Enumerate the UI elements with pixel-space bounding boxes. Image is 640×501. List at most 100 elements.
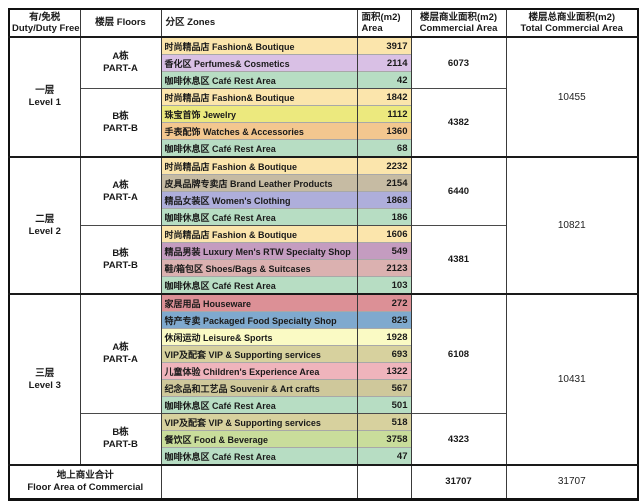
col-header-commercial-en: Commercial Area xyxy=(419,23,498,34)
area-cell: 3758 xyxy=(356,430,411,448)
area-cell: 1842 xyxy=(356,88,411,106)
area-cell: 1606 xyxy=(356,225,411,243)
area-cell: 2123 xyxy=(356,259,411,277)
footer-grand-total: 31707 xyxy=(505,464,638,500)
zone-name-en: Fashion & Boutique xyxy=(212,229,298,240)
col-header-zones-zh: 分区 Zones xyxy=(165,17,216,29)
area-cell: 567 xyxy=(356,379,411,397)
zone-name-en: Perfumes& Cosmetics xyxy=(194,58,290,69)
col-header-total: 楼层总商业面积(m2) Total Commercial Area xyxy=(505,9,638,38)
area-cell: 186 xyxy=(356,208,411,226)
table-row: B栋 PART-B VIP及配套 VIP & Supporting services… xyxy=(9,413,638,465)
floor-label-en: Level 3 xyxy=(28,379,61,391)
zone-name-zh: 咖啡休息区 xyxy=(164,280,210,291)
col-header-duty-zh: 有/免税 xyxy=(29,11,61,23)
zone-name-en: Women's Clothing xyxy=(212,195,291,206)
zone-cell: 珠宝首饰 Jewelry xyxy=(160,105,357,123)
total-commercial-area-cell: 10455 xyxy=(505,36,638,157)
zone-name-en: Café Rest Area xyxy=(212,280,276,291)
zone-cell: 咖啡休息区 Café Rest Area xyxy=(160,396,357,414)
zone-name-zh: 香化区 xyxy=(164,58,192,69)
area-cell: 1360 xyxy=(356,122,411,140)
floor-label-zh: 三层 xyxy=(35,367,55,379)
floor-label-en: Level 2 xyxy=(28,225,61,237)
zone-name-zh: 珠宝首饰 xyxy=(164,109,201,120)
commercial-area-cell: 6108 xyxy=(410,293,506,414)
table-body: 一层 Level 1 A栋 PART-A 时尚精品店 Fashion& Boutique… xyxy=(8,36,638,465)
table-row: 精品女装区 Women's Clothing 1868 xyxy=(9,191,638,209)
commercial-area-cell: 6073 xyxy=(410,36,506,89)
part-label-en: PART-A xyxy=(103,63,138,74)
part-label-en: PART-B xyxy=(103,259,138,271)
zone-name-en: Food & Beverage xyxy=(194,434,269,445)
area-cell: 501 xyxy=(356,396,411,414)
zone-cell: 时尚精品店 Fashion& Boutique xyxy=(160,88,357,106)
footer-label-en: Floor Area of Commercial xyxy=(27,482,144,493)
col-header-floors: 楼层 Floors xyxy=(79,9,161,38)
commercial-area-cell: 4382 xyxy=(410,88,506,157)
zone-cell: 精品女装区 Women's Clothing xyxy=(160,191,357,209)
part-cell: A栋 PART-A xyxy=(79,293,161,414)
total-commercial-area-cell: 10431 xyxy=(505,293,638,465)
zone-cell: 香化区 Perfumes& Cosmetics xyxy=(160,54,357,72)
col-header-floors-zh: 楼层 Floors xyxy=(95,17,146,29)
commercial-area-table: 有/免税 Duty/Duty Free 楼层 Floors 分区 Zones 面积(m2… xyxy=(8,8,639,501)
zone-name-en: Packaged Food Specialty Shop xyxy=(203,315,337,326)
zone-cell: 餐饮区 Food & Beverage xyxy=(160,430,357,448)
footer-row: 地上商业合计 Floor Area of Commercial 31707 31707 xyxy=(8,464,638,500)
footer-label-zh: 地上商业合计 xyxy=(56,470,114,482)
table-row: 二层 Level 2 A栋 PART-A 时尚精品店 Fashion & Boutiqu… xyxy=(8,156,638,294)
table-row: 咖啡休息区 Café Rest Area 47 xyxy=(9,447,638,465)
part-cell: B栋 PART-B xyxy=(79,225,161,294)
area-cell: 1322 xyxy=(356,362,411,380)
table-row: 精品男装 Luxury Men's RTW Specialty Shop 549 xyxy=(9,242,638,260)
zone-name-en: Houseware xyxy=(203,298,252,309)
table-footer: 地上商业合计 Floor Area of Commercial 31707 31707 xyxy=(8,464,638,500)
table-row: 咖啡休息区 Café Rest Area 42 xyxy=(9,71,638,89)
floor-cell: 二层 Level 2 xyxy=(8,156,80,294)
table-row: 一层 Level 1 A栋 PART-A 时尚精品店 Fashion& Boutique… xyxy=(8,36,638,157)
part-cell: A栋 PART-A xyxy=(79,36,161,89)
col-header-zones: 分区 Zones xyxy=(160,9,357,38)
area-cell: 272 xyxy=(356,293,411,312)
zone-cell: 时尚精品店 Fashion& Boutique xyxy=(160,36,357,55)
commercial-area-cell: 4381 xyxy=(410,225,506,294)
zone-name-en: Fashion & Boutique xyxy=(212,161,298,172)
col-header-duty-en: Duty/Duty Free xyxy=(12,23,80,34)
table-row: B栋 PART-B 时尚精品店 Fashion& Boutique 1842 4382 xyxy=(9,88,638,157)
zone-name-en: Fashion& Boutique xyxy=(212,92,295,103)
zone-name-en: Café Rest Area xyxy=(212,75,276,86)
part-cell: B栋 PART-B xyxy=(79,88,161,157)
table-row: 餐饮区 Food & Beverage 3758 xyxy=(9,430,638,448)
part-label-zh: A栋 xyxy=(112,342,129,354)
zone-name-zh: 儿童体验 xyxy=(164,366,201,377)
table-row: 手表配饰 Watches & Accessories 1360 xyxy=(9,122,638,140)
area-cell: 68 xyxy=(356,139,411,157)
zone-name-en: Brand Leather Products xyxy=(230,178,333,189)
table-row: 咖啡休息区 Café Rest Area 501 xyxy=(9,396,638,414)
part-label-en: PART-A xyxy=(103,354,138,365)
zone-name-zh: 咖啡休息区 xyxy=(164,75,210,86)
zone-cell: 休闲运动 Leisure& Sports xyxy=(160,328,357,346)
zone-cell: 精品男装 Luxury Men's RTW Specialty Shop xyxy=(160,242,357,260)
zone-name-zh: 时尚精品店 xyxy=(164,41,210,52)
table-row: 休闲运动 Leisure& Sports 1928 xyxy=(9,328,638,346)
floor-label-en: Level 1 xyxy=(28,97,61,108)
col-header-area-zh: 面积(m2) xyxy=(361,11,401,23)
total-commercial-area-cell: 10821 xyxy=(505,156,638,294)
part-label-en: PART-B xyxy=(103,122,138,134)
area-cell: 825 xyxy=(356,311,411,329)
zone-name-en: Souvenir & Art crafts xyxy=(230,383,320,394)
zone-name-en: VIP & Supporting services xyxy=(208,417,321,428)
table-row: 咖啡休息区 Café Rest Area 68 xyxy=(9,139,638,157)
area-cell: 42 xyxy=(356,71,411,89)
zone-name-zh: 时尚精品店 xyxy=(164,92,210,103)
area-cell: 518 xyxy=(356,413,411,431)
part-label-zh: B栋 xyxy=(112,247,129,259)
part-label-zh: B栋 xyxy=(112,427,129,439)
col-header-area-en: Area xyxy=(361,23,383,34)
floor-cell: 三层 Level 3 xyxy=(8,293,80,465)
col-header-commercial: 楼层商业面积(m2) Commercial Area xyxy=(410,9,506,38)
part-label-zh: B栋 xyxy=(112,110,129,122)
zone-cell: 手表配饰 Watches & Accessories xyxy=(160,122,357,140)
